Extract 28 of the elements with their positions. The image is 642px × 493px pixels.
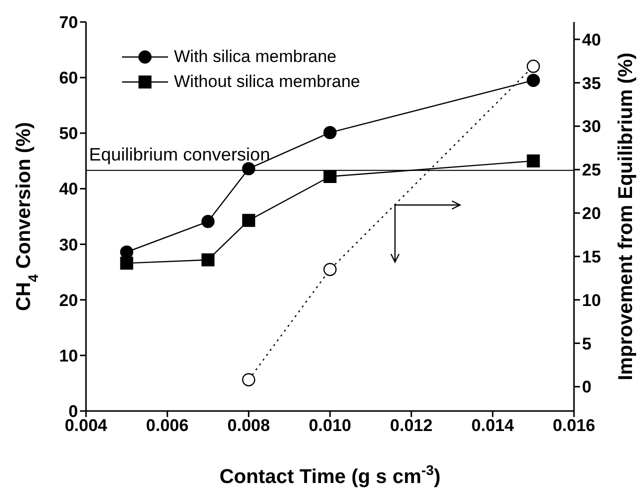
y2-tick-label: 20 <box>582 204 601 224</box>
y-tick-label: 30 <box>59 235 78 254</box>
y2-tick-label: 30 <box>582 117 601 136</box>
legend-label: With silica membrane <box>174 46 336 66</box>
ref-line-label: Equilibrium conversion <box>89 144 270 164</box>
y-tick-label: 40 <box>59 180 78 199</box>
y2-tick-label: 35 <box>582 74 601 93</box>
y2-tick-label: 10 <box>582 290 601 310</box>
x-tick-label: 0.008 <box>227 416 270 436</box>
y-tick-label: 10 <box>59 346 78 366</box>
y2-tick-label: 15 <box>582 247 601 266</box>
y2-tick-label: 5 <box>582 334 592 354</box>
y2-axis-title: Improvement from Equilibrium (%) <box>615 52 637 380</box>
y2-tick-label: 0 <box>582 378 592 397</box>
x-axis-title: Contact Time (g s cm$^{-3}$) <box>219 462 441 488</box>
y-tick-label: 70 <box>59 13 78 32</box>
legend-label: Without silica membrane <box>174 72 360 92</box>
x-tick-label: 0.012 <box>390 416 433 436</box>
y-tick-label: 20 <box>59 290 78 310</box>
x-tick-label: 0.016 <box>552 416 596 436</box>
y2-tick-label: 40 <box>582 30 601 50</box>
x-tick-label: 0.006 <box>146 416 189 436</box>
y2-tick-label: 25 <box>582 160 601 180</box>
x-tick-label: 0.004 <box>64 416 108 436</box>
y-tick-label: 60 <box>59 68 78 88</box>
x-tick-label: 0.010 <box>308 416 352 436</box>
y-tick-label: 50 <box>59 124 78 144</box>
x-tick-label: 0.014 <box>471 416 514 436</box>
